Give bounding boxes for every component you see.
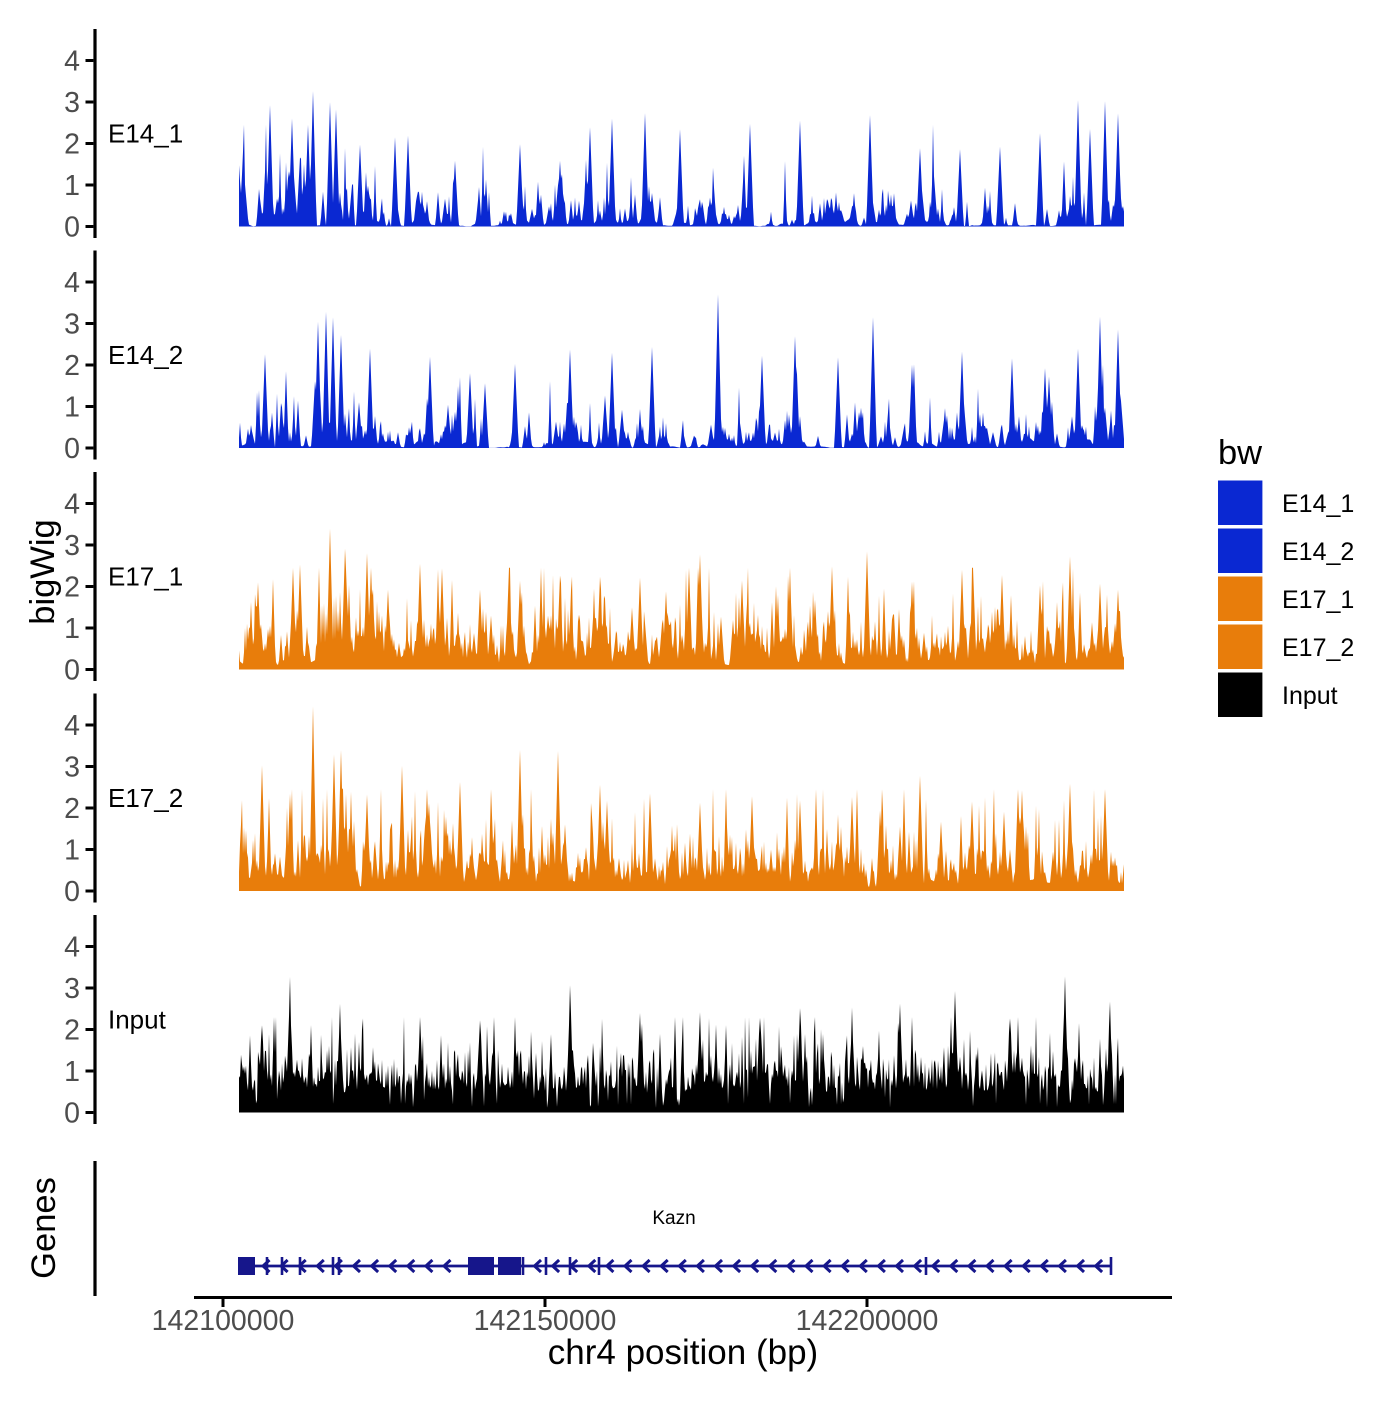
svg-text:1: 1 (64, 613, 80, 645)
svg-text:bigWig: bigWig (24, 519, 62, 624)
svg-text:2: 2 (64, 129, 80, 161)
svg-text:Kazn: Kazn (652, 1208, 695, 1229)
svg-text:1: 1 (64, 835, 80, 867)
svg-text:2: 2 (64, 793, 80, 825)
svg-text:0: 0 (64, 655, 80, 687)
svg-text:Input: Input (108, 1005, 167, 1035)
svg-text:E17_1: E17_1 (1282, 586, 1354, 614)
svg-text:0: 0 (64, 1098, 80, 1130)
svg-text:chr4 position (bp): chr4 position (bp) (548, 1333, 818, 1372)
svg-text:4: 4 (64, 46, 80, 78)
svg-text:2: 2 (64, 350, 80, 382)
svg-text:E14_1: E14_1 (1282, 490, 1354, 518)
svg-text:0: 0 (64, 212, 80, 244)
svg-text:2: 2 (64, 1015, 80, 1047)
svg-text:4: 4 (64, 710, 80, 742)
svg-text:Genes: Genes (25, 1177, 63, 1279)
svg-text:142150000: 142150000 (474, 1305, 617, 1337)
svg-text:E14_1: E14_1 (108, 119, 183, 149)
svg-text:0: 0 (64, 433, 80, 465)
svg-text:E17_1: E17_1 (108, 562, 183, 592)
svg-text:Input: Input (1282, 682, 1338, 710)
svg-text:1: 1 (64, 392, 80, 424)
svg-text:142100000: 142100000 (152, 1305, 295, 1337)
svg-text:E17_2: E17_2 (1282, 634, 1354, 662)
svg-text:E17_2: E17_2 (108, 783, 183, 813)
svg-text:bw: bw (1218, 434, 1262, 472)
svg-text:E14_2: E14_2 (108, 340, 183, 370)
svg-text:2: 2 (64, 572, 80, 604)
svg-text:4: 4 (64, 932, 80, 964)
svg-text:142200000: 142200000 (796, 1305, 939, 1337)
svg-text:3: 3 (64, 973, 80, 1005)
svg-text:E14_2: E14_2 (1282, 538, 1354, 566)
svg-text:0: 0 (64, 876, 80, 908)
svg-text:3: 3 (64, 87, 80, 119)
svg-text:3: 3 (64, 309, 80, 341)
svg-text:3: 3 (64, 752, 80, 784)
svg-text:1: 1 (64, 170, 80, 202)
svg-text:1: 1 (64, 1056, 80, 1088)
svg-text:4: 4 (64, 267, 80, 299)
svg-text:4: 4 (64, 489, 80, 521)
svg-text:3: 3 (64, 530, 80, 562)
